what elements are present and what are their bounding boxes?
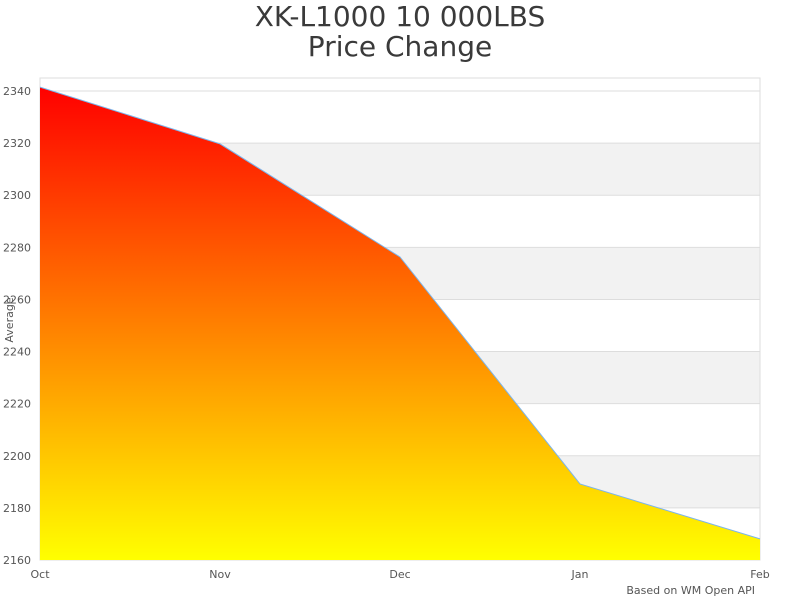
chart-title-line-2: Price Change bbox=[307, 30, 493, 63]
y-tick-label: 2300 bbox=[3, 189, 31, 202]
x-tick-label: Feb bbox=[750, 568, 769, 581]
chart-title: XK-L1000 10 000LBS Price Change bbox=[0, 2, 800, 62]
y-axis-title: Average bbox=[3, 297, 16, 342]
x-axis-labels: Oct Nov Dec Jan Feb bbox=[30, 568, 769, 581]
x-tick-label: Nov bbox=[209, 568, 231, 581]
y-tick-label: 2200 bbox=[3, 450, 31, 463]
x-tick-label: Dec bbox=[389, 568, 410, 581]
y-axis-labels: 2160 2180 2200 2220 2240 2260 2280 2300 2320 2340 bbox=[3, 85, 31, 567]
y-tick-label: 2220 bbox=[3, 398, 31, 411]
y-tick-label: 2160 bbox=[3, 554, 31, 567]
y-tick-label: 2180 bbox=[3, 502, 31, 515]
series-line bbox=[39, 86, 761, 540]
y-tick-label: 2280 bbox=[3, 241, 31, 254]
credit-text: Based on WM Open API bbox=[626, 584, 755, 597]
y-tick-label: 2340 bbox=[3, 85, 31, 98]
area-fill bbox=[40, 87, 760, 560]
y-tick-label: 2240 bbox=[3, 346, 31, 359]
x-tick-label: Jan bbox=[571, 568, 589, 581]
chart-title-line-1: XK-L1000 10 000LBS bbox=[254, 0, 546, 33]
y-tick-label: 2320 bbox=[3, 137, 31, 150]
x-tick-label: Oct bbox=[30, 568, 50, 581]
y-tick-label: 2260 bbox=[3, 293, 31, 306]
